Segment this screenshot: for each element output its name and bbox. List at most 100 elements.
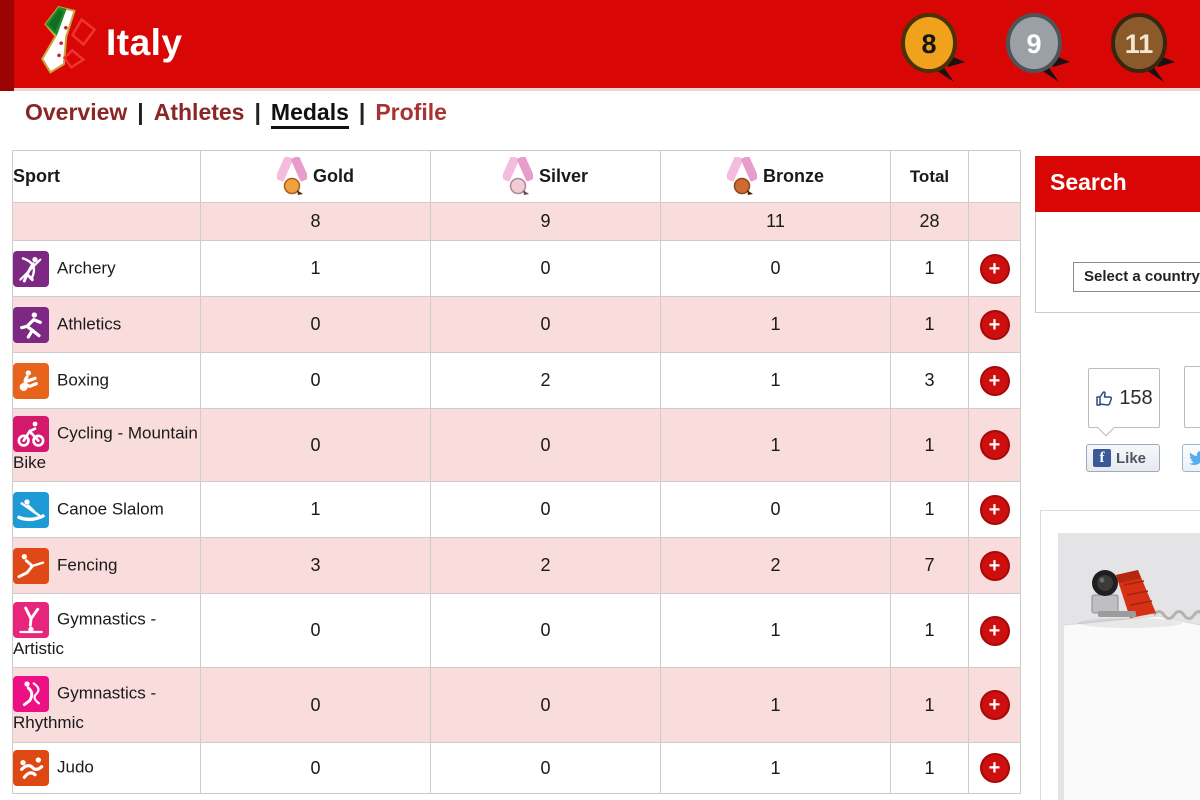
bronze-header-label: Bronze <box>762 166 824 186</box>
bronze-value: 2 <box>660 537 891 594</box>
twitter-bird-icon <box>1188 451 1200 466</box>
summary-sport-cell <box>12 202 201 241</box>
table-row: Canoe Slalom 1 0 0 1 + <box>12 481 1021 538</box>
gymnastics-rhythmic-icon <box>13 676 49 712</box>
header-left-strip <box>0 0 14 91</box>
expand-row-button[interactable]: + <box>979 550 1010 581</box>
silver-count: 9 <box>1026 29 1041 59</box>
silver-header-label: Silver <box>538 166 589 186</box>
bronze-column-header: Bronze <box>660 150 891 203</box>
gold-value: 0 <box>200 296 431 353</box>
total-column-header: Total <box>890 150 969 203</box>
bronze-medal-count-badge: 11 <box>1111 13 1175 82</box>
country-select[interactable]: Select a country <box>1073 262 1200 292</box>
table-row: Gymnastics - Artistic 0 0 1 1 + <box>12 593 1021 668</box>
nav-medals-link-active[interactable]: Medals <box>270 99 349 129</box>
search-title: Search <box>1050 169 1127 195</box>
gold-medal-count-badge: 8 <box>901 13 965 82</box>
like-button-label: Like <box>1116 449 1147 467</box>
gold-value: 0 <box>200 742 431 794</box>
silver-medal-count-badge: 9 <box>1006 13 1070 82</box>
search-panel-header: Search <box>1035 156 1200 212</box>
table-header-row: Sport Gold <box>12 150 1021 203</box>
total-value: 1 <box>890 667 969 743</box>
summary-bronze: 11 <box>660 202 891 241</box>
sport-name: Gymnastics - Rhythmic <box>13 683 157 732</box>
bronze-value: 0 <box>660 240 891 297</box>
nav-separator: | <box>358 99 366 125</box>
total-value: 1 <box>890 481 969 538</box>
gold-value: 0 <box>200 408 431 482</box>
facebook-like-count-bubble: 158 <box>1088 368 1160 428</box>
table-row: Cycling - Mountain Bike 0 0 1 1 + <box>12 408 1021 482</box>
expand-row-button[interactable]: + <box>979 253 1010 284</box>
bronze-value: 1 <box>660 742 891 794</box>
italy-map-icon <box>41 6 96 74</box>
nav-athletes-link[interactable]: Athletes <box>153 99 245 125</box>
bronze-value: 1 <box>660 593 891 668</box>
athletics-icon <box>13 306 49 343</box>
gold-count: 8 <box>921 29 936 59</box>
expand-row-button[interactable]: + <box>979 309 1010 340</box>
total-value: 1 <box>890 296 969 353</box>
starting-block-photo[interactable] <box>1058 533 1200 800</box>
sport-name: Canoe Slalom <box>57 498 164 518</box>
expand-row-button[interactable]: + <box>979 753 1010 783</box>
bronze-medal-icon <box>726 156 757 195</box>
sport-name: Gymnastics - Artistic <box>13 608 157 658</box>
silver-value: 0 <box>430 408 661 482</box>
silver-value: 2 <box>430 537 661 594</box>
summary-total: 28 <box>890 202 969 241</box>
twitter-tweet-button[interactable] <box>1182 444 1200 472</box>
country-nav: Overview | Athletes | Medals | Profile <box>25 99 447 129</box>
table-row: Athletics 0 0 1 1 + <box>12 296 1021 353</box>
thumbs-up-icon <box>1096 391 1113 406</box>
expand-row-button[interactable]: + <box>979 365 1010 396</box>
page-title: Italy <box>106 22 183 63</box>
gold-header-label: Gold <box>313 166 354 186</box>
canoe-slalom-icon <box>13 491 49 528</box>
boxing-icon <box>13 362 49 399</box>
total-value: 1 <box>890 408 969 482</box>
expand-row-button[interactable]: + <box>979 690 1010 720</box>
nav-separator: | <box>254 99 261 125</box>
silver-column-header: Silver <box>430 150 661 203</box>
sport-name: Cycling - Mountain Bike <box>13 423 198 472</box>
actions-column-header <box>968 150 1021 203</box>
expand-row-button[interactable]: + <box>979 430 1010 460</box>
silver-value: 0 <box>430 296 661 353</box>
total-value: 1 <box>890 240 969 297</box>
silver-value: 0 <box>430 667 661 743</box>
table-row: Fencing 3 2 2 7 + <box>12 537 1021 594</box>
gold-medal-icon <box>277 156 307 195</box>
top-header-bar: Italy <box>0 0 1200 91</box>
gold-value: 3 <box>200 537 431 594</box>
sport-name: Boxing <box>57 369 109 389</box>
nav-profile-link[interactable]: Profile <box>375 99 447 125</box>
archery-icon <box>13 250 49 287</box>
gold-value: 0 <box>200 593 431 668</box>
expand-row-button[interactable]: + <box>979 494 1010 525</box>
table-row: Boxing 0 2 1 3 + <box>12 352 1021 409</box>
table-row: Judo 0 0 1 1 + <box>12 742 1021 794</box>
gold-value: 1 <box>200 240 431 297</box>
expand-row-button[interactable]: + <box>979 615 1010 646</box>
summary-gold: 8 <box>200 202 431 241</box>
bronze-value: 0 <box>660 481 891 538</box>
table-row: Gymnastics - Rhythmic 0 0 1 1 + <box>12 667 1021 743</box>
bronze-value: 1 <box>660 667 891 743</box>
sport-column-header: Sport <box>12 150 201 203</box>
total-value: 1 <box>890 593 969 668</box>
silver-value: 2 <box>430 352 661 409</box>
fencing-icon <box>13 547 49 584</box>
silver-medal-icon <box>502 156 533 195</box>
silver-value: 0 <box>430 240 661 297</box>
bronze-value: 1 <box>660 408 891 482</box>
facebook-like-button[interactable]: f Like <box>1086 444 1160 472</box>
bronze-value: 1 <box>660 296 891 353</box>
table-row: Archery 1 0 0 1 + <box>12 240 1021 297</box>
sport-name: Archery <box>57 257 116 277</box>
nav-overview-link[interactable]: Overview <box>25 99 128 125</box>
medals-table: Sport Gold <box>12 150 1021 794</box>
